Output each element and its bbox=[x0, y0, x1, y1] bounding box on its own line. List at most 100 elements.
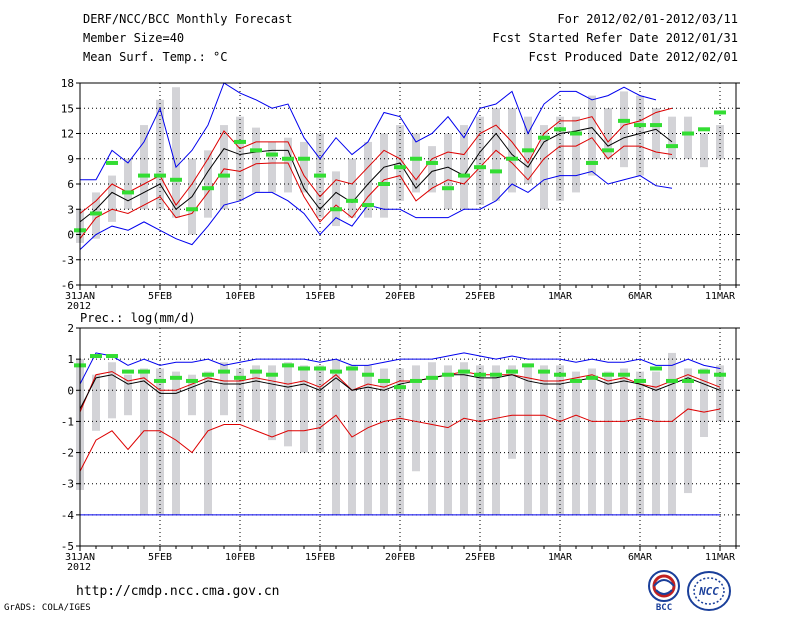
forecast-marker bbox=[426, 375, 438, 380]
forecast-marker bbox=[682, 131, 694, 136]
chart-title: DERF/NCC/BCC Monthly Forecast bbox=[83, 12, 293, 26]
x-tick-label: 20FEB bbox=[385, 291, 415, 302]
range-box bbox=[492, 365, 500, 515]
range-box bbox=[540, 365, 548, 515]
forecast-marker bbox=[442, 372, 454, 377]
x-tick-label: 25FEB bbox=[465, 291, 495, 302]
forecast-marker bbox=[106, 354, 118, 359]
range-box bbox=[92, 192, 100, 239]
x-tick-label: 5FEB bbox=[148, 291, 172, 302]
range-box bbox=[140, 125, 148, 210]
forecast-marker bbox=[554, 372, 566, 377]
series-max-line bbox=[79, 352, 721, 385]
range-box bbox=[652, 371, 660, 515]
forecast-marker bbox=[458, 369, 470, 374]
forecast-marker bbox=[698, 127, 710, 132]
forecast-marker bbox=[122, 190, 134, 195]
forecast-marker bbox=[458, 173, 470, 178]
range-box bbox=[380, 133, 388, 218]
forecast-marker bbox=[538, 135, 550, 140]
series-max-line bbox=[80, 82, 657, 181]
member-size-label: Member Size=40 bbox=[83, 31, 185, 45]
forecast-started-date: Fcst Started Refer Date 2012/01/31 bbox=[492, 31, 738, 45]
range-box bbox=[604, 371, 612, 515]
forecast-produced-date: Fcst Produced Date 2012/02/01 bbox=[528, 50, 738, 64]
forecast-marker bbox=[666, 144, 678, 149]
range-box bbox=[460, 125, 468, 210]
range-box bbox=[492, 108, 500, 201]
range-box bbox=[588, 95, 596, 176]
range-box bbox=[636, 371, 644, 515]
range-box bbox=[92, 374, 100, 431]
range-box bbox=[716, 125, 724, 159]
forecast-marker bbox=[602, 372, 614, 377]
forecast-marker bbox=[138, 369, 150, 374]
x-tick-label: 6MAR bbox=[628, 291, 653, 302]
forecast-marker bbox=[298, 156, 310, 161]
forecast-range: For 2012/02/01-2012/03/11 bbox=[557, 12, 738, 26]
range-box bbox=[524, 365, 532, 515]
precipitation-panel: -5 -4 -3 -2 -1 0 1 2 31JAN 5FEB 10FEB 15FEB 20FEB 25F… bbox=[61, 322, 740, 573]
range-box bbox=[140, 368, 148, 515]
y-tick-label: 0 bbox=[67, 229, 74, 242]
y-tick-label: 9 bbox=[67, 153, 74, 166]
footer-url[interactable]: http://cmdp.ncc.cma.gov.cn bbox=[76, 584, 280, 599]
range-box bbox=[412, 133, 420, 193]
forecast-marker bbox=[170, 375, 182, 380]
series-upper-line bbox=[79, 371, 721, 413]
forecast-marker bbox=[90, 211, 102, 216]
series-upper-line bbox=[79, 107, 673, 214]
x-tick-label: 20FEB bbox=[385, 552, 415, 563]
x-tick-label: 1MAR bbox=[548, 552, 573, 563]
forecast-marker bbox=[698, 369, 710, 374]
range-box bbox=[668, 116, 676, 159]
forecast-marker bbox=[538, 369, 550, 374]
range-box bbox=[204, 371, 212, 515]
x-tick-label: 11MAR bbox=[705, 552, 736, 563]
forecast-marker bbox=[634, 378, 646, 383]
range-box bbox=[716, 365, 724, 422]
range-box bbox=[332, 359, 340, 515]
temperature-panel: -6 -3 0 3 6 9 12 15 18 31JAN 5FEB 10FEB 15FEB 20FEB 25… bbox=[61, 77, 740, 312]
x-tick-label: 25FEB bbox=[465, 552, 495, 563]
range-box bbox=[172, 371, 180, 515]
forecast-marker bbox=[378, 182, 390, 186]
forecast-marker bbox=[186, 207, 198, 212]
range-box bbox=[252, 127, 260, 193]
y-tick-label: -1 bbox=[61, 415, 74, 428]
range-box bbox=[700, 368, 708, 437]
forecast-marker bbox=[410, 156, 422, 161]
forecast-marker bbox=[138, 173, 150, 178]
y-tick-label: 15 bbox=[61, 102, 74, 115]
forecast-marker bbox=[426, 160, 438, 165]
range-box bbox=[172, 87, 180, 218]
forecast-marker bbox=[410, 378, 422, 383]
forecast-marker bbox=[346, 198, 358, 203]
range-box bbox=[572, 116, 580, 193]
forecast-marker bbox=[554, 127, 566, 132]
forecast-marker bbox=[682, 378, 694, 383]
y-tick-label: -3 bbox=[61, 478, 74, 491]
range-box bbox=[300, 365, 308, 453]
x-tick-label: 1MAR bbox=[548, 291, 573, 302]
x-tick-label: 15FEB bbox=[305, 552, 335, 563]
year-label: 2012 bbox=[67, 301, 91, 312]
range-box bbox=[700, 133, 708, 168]
series-mean-line bbox=[79, 127, 673, 223]
series-lower-line bbox=[79, 137, 673, 240]
range-box bbox=[476, 116, 484, 206]
y-tick-label: -5 bbox=[61, 540, 74, 553]
forecast-marker bbox=[490, 372, 502, 377]
y-tick-label: 18 bbox=[61, 77, 74, 90]
forecast-marker bbox=[298, 366, 310, 371]
ncc-logo-icon: NCC bbox=[687, 571, 731, 611]
range-box bbox=[684, 368, 692, 494]
forecast-marker bbox=[218, 173, 230, 178]
forecast-marker bbox=[250, 148, 262, 153]
x-tick-label: 31JAN bbox=[65, 552, 95, 563]
forecast-marker bbox=[314, 173, 326, 178]
series-mean-line bbox=[79, 374, 721, 410]
forecast-marker bbox=[202, 186, 214, 191]
precip-panel-title: Prec.: log(mm/d) bbox=[80, 311, 196, 325]
